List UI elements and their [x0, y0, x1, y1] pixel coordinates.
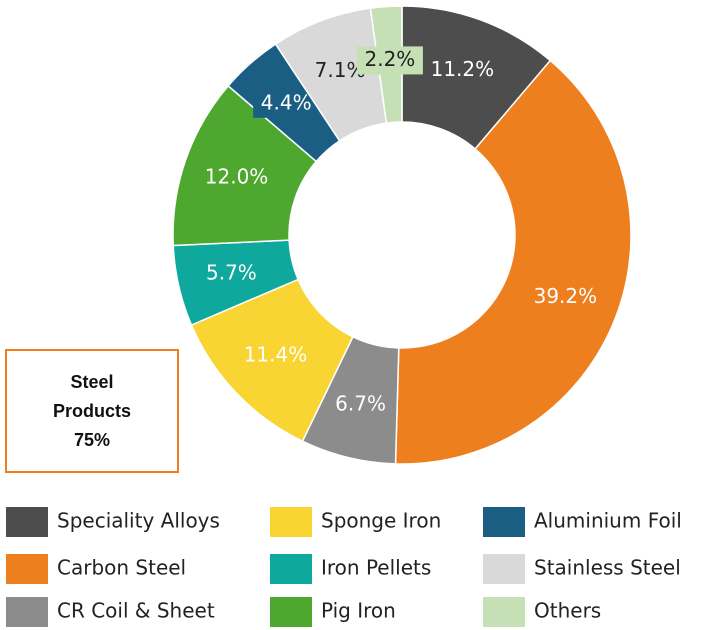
value-label: 2.2% — [364, 47, 415, 71]
value-label-bg — [203, 163, 270, 192]
legend-label: Speciality Alloys — [57, 509, 220, 533]
annotation-text: Products — [53, 401, 131, 421]
legend-label: Iron Pellets — [321, 556, 431, 580]
legend-label: Others — [534, 599, 601, 623]
value-label: 4.4% — [261, 90, 312, 114]
annotation-text: Steel — [70, 372, 113, 392]
legend-label: Carbon Steel — [57, 556, 186, 580]
value-label-bg — [242, 341, 309, 370]
legend-swatch — [6, 597, 48, 627]
value-label: 39.2% — [534, 284, 598, 308]
value-label: 5.7% — [206, 261, 257, 285]
annotation-text: 75% — [74, 430, 110, 450]
slice — [394, 59, 632, 465]
value-label-bg — [356, 46, 423, 75]
value-label-bg — [198, 260, 265, 289]
value-label-bg — [532, 283, 599, 312]
value-label-bg — [327, 391, 394, 420]
value-label: 11.4% — [244, 342, 308, 366]
value-label-bg — [429, 56, 496, 85]
legend-swatch — [6, 554, 48, 584]
legend-swatch — [483, 507, 525, 537]
value-label: 12.0% — [205, 164, 269, 188]
legend-swatch — [270, 507, 312, 537]
legend-label: Pig Iron — [321, 599, 396, 623]
legend-label: CR Coil & Sheet — [57, 599, 215, 623]
value-label: 11.2% — [431, 57, 495, 81]
legend-label: Aluminium Foil — [534, 509, 682, 533]
legend-swatch — [483, 554, 525, 584]
value-label: 6.7% — [335, 392, 386, 416]
legend-swatch — [483, 597, 525, 627]
annotation-box — [5, 349, 179, 473]
legend-swatch — [6, 507, 48, 537]
legend-swatch — [270, 597, 312, 627]
legend-label: Sponge Iron — [321, 509, 441, 533]
legend-swatch — [270, 554, 312, 584]
legend-label: Stainless Steel — [534, 556, 681, 580]
